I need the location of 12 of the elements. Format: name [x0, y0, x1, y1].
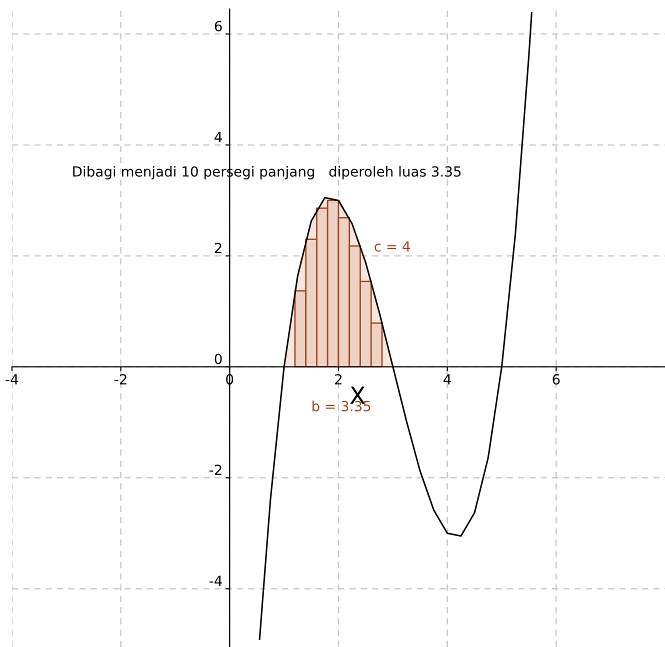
y-tick-label: 4 [214, 132, 222, 142]
y-tick-label: -2 [210, 464, 222, 475]
annotation: c = 4 [374, 241, 410, 252]
x-tick-label: 2 [335, 374, 342, 384]
y-tick-label: 6 [214, 20, 222, 32]
y-tick-label: 0 [214, 354, 222, 364]
y-tick-label: -4 [210, 576, 222, 586]
y-tick-label: 2 [214, 242, 222, 254]
x-tick-label: -2 [114, 374, 126, 384]
x-tick-label: -4 [6, 374, 18, 384]
x-tick-label: 4 [444, 374, 451, 384]
x-tick-label: 6 [552, 374, 560, 385]
